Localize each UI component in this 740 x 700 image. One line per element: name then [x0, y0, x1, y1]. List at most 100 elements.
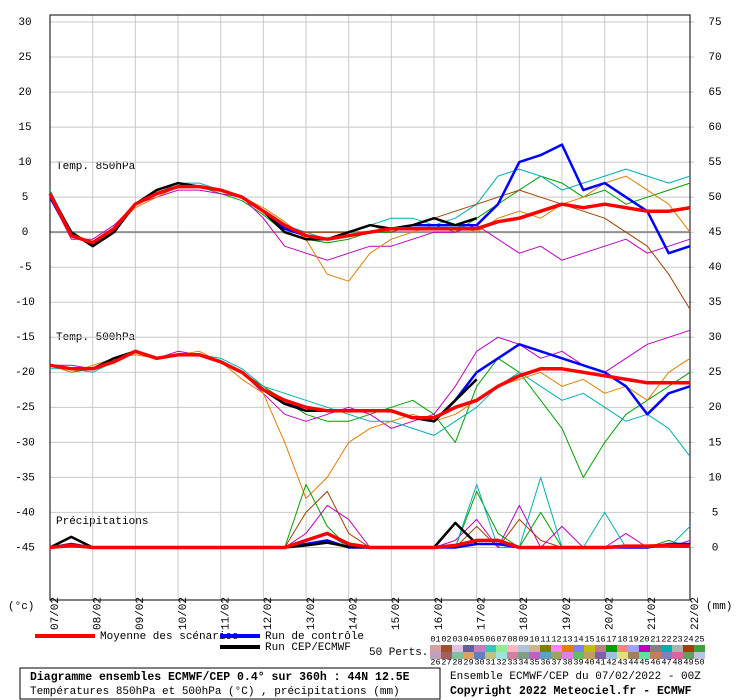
y2-tick-label: 45: [708, 227, 721, 239]
main-line: [49, 349, 690, 420]
y2-tick-label: 65: [708, 87, 721, 99]
x-tick-label: 22/02: [690, 597, 702, 630]
pert-swatch: [584, 645, 595, 652]
y2-axis-label: (mm): [706, 601, 732, 613]
pert-label: 13: [562, 634, 572, 644]
pert-label: 08: [507, 634, 517, 644]
pert-label: 26: [430, 657, 440, 667]
pert-label: 23: [672, 634, 682, 644]
y2-tick-label: 55: [708, 157, 721, 169]
legend-label: Run de contrôle: [265, 631, 364, 643]
y-tick-label: -30: [15, 437, 35, 449]
pert-label: 12: [551, 634, 561, 644]
pert-label: 33: [507, 657, 517, 667]
pert-swatch: [518, 645, 529, 652]
footer-title: Diagramme ensembles ECMWF/CEP 0.4° sur 3…: [30, 671, 410, 684]
pert-swatch: [485, 652, 496, 659]
pert-swatch: [507, 652, 518, 659]
pert-swatch: [617, 645, 628, 652]
pert-swatch: [463, 652, 474, 659]
pert-swatch: [507, 645, 518, 652]
pert-swatch: [661, 645, 672, 652]
y2-tick-label: 50: [708, 192, 721, 204]
pert-label: 02: [441, 634, 451, 644]
pert-swatch: [672, 652, 683, 659]
pert-label: 39: [573, 657, 583, 667]
footer-box: [19, 667, 441, 700]
pert-swatch: [628, 645, 639, 652]
x-tick-label: 13/02: [306, 597, 318, 630]
pert-swatch: [551, 652, 562, 659]
pert-swatch: [595, 645, 606, 652]
pert-label: 40: [584, 657, 594, 667]
x-tick-label: 14/02: [349, 597, 361, 630]
pert-swatch: [474, 645, 485, 652]
y-tick-label: -15: [15, 332, 35, 344]
y-tick-label: 5: [22, 192, 29, 204]
y-tick-label: -25: [15, 402, 35, 414]
y2-tick-label: 0: [712, 542, 719, 554]
pert-label: 15: [584, 634, 594, 644]
y2-tick-label: 10: [708, 472, 721, 484]
pert-label: 21: [650, 634, 660, 644]
pert-label: 43: [617, 657, 627, 667]
perts-label: 50 Perts.: [369, 647, 428, 659]
pert-label: 25: [694, 634, 704, 644]
pert-label: 50: [694, 657, 704, 667]
pert-swatch: [562, 652, 573, 659]
pert-label: 07: [496, 634, 506, 644]
y-tick-label: 20: [18, 87, 31, 99]
legend-label: Run CEP/ECMWF: [265, 642, 351, 654]
footer-run: Ensemble ECMWF/CEP du 07/02/2022 - 00Z: [450, 671, 701, 683]
x-tick-label: 15/02: [391, 597, 403, 630]
x-tick-label: 07/02: [50, 597, 62, 630]
pert-swatch: [540, 645, 551, 652]
pert-swatch: [584, 652, 595, 659]
y-tick-label: 25: [18, 52, 31, 64]
pert-swatch: [683, 652, 694, 659]
plot-background: [50, 15, 690, 600]
x-tick-label: 18/02: [519, 597, 531, 630]
pert-label: 30: [474, 657, 484, 667]
pert-label: 04: [463, 634, 473, 644]
main-line: [49, 531, 691, 550]
pert-label: 09: [518, 634, 528, 644]
pert-label: 19: [628, 634, 638, 644]
y-tick-label: 30: [18, 17, 31, 29]
pert-swatch: [430, 652, 441, 659]
pert-swatch: [441, 652, 452, 659]
pert-swatch: [474, 652, 485, 659]
pert-swatch: [441, 645, 452, 652]
y-axis-label: (°c): [8, 601, 34, 613]
y-tick-label: -40: [15, 507, 35, 519]
pert-label: 18: [617, 634, 627, 644]
y2-tick-label: 75: [708, 17, 721, 29]
pert-swatch: [672, 645, 683, 652]
pert-swatch: [496, 645, 507, 652]
pert-swatch: [430, 645, 441, 652]
pert-swatch: [606, 652, 617, 659]
y2-tick-label: 5: [712, 507, 719, 519]
x-tick-label: 08/02: [93, 597, 105, 630]
y-tick-label: 0: [22, 227, 29, 239]
pert-label: 22: [661, 634, 671, 644]
pert-label: 35: [529, 657, 539, 667]
pert-swatch: [485, 645, 496, 652]
pert-swatch: [518, 652, 529, 659]
pert-label: 01: [430, 634, 440, 644]
pert-label: 16: [595, 634, 605, 644]
pert-swatch: [650, 652, 661, 659]
y2-tick-label: 30: [708, 332, 721, 344]
pert-label: 29: [463, 657, 473, 667]
pert-label: 49: [683, 657, 693, 667]
pert-swatch: [573, 645, 584, 652]
pert-swatch: [694, 652, 705, 659]
x-tick-label: 17/02: [477, 597, 489, 630]
plot-frame: [49, 14, 691, 601]
pert-label: 03: [452, 634, 462, 644]
pert-label: 36: [540, 657, 550, 667]
pert-swatch: [540, 652, 551, 659]
y2-tick-label: 20: [708, 402, 721, 414]
pert-swatch: [551, 645, 562, 652]
pert-label: 47: [661, 657, 671, 667]
